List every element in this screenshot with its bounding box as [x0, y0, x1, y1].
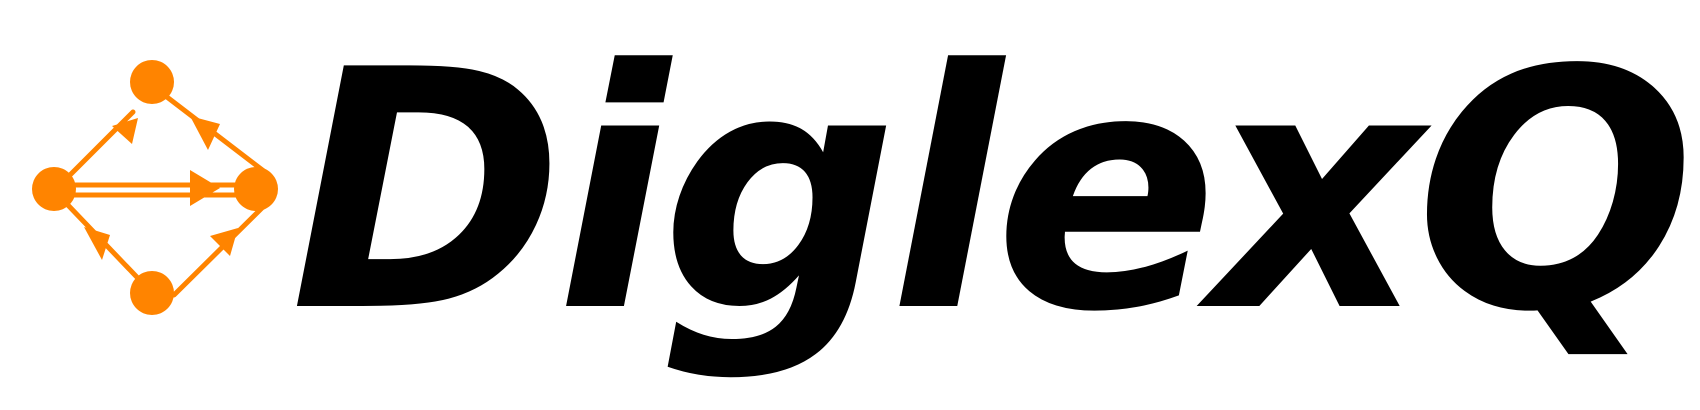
logo-wordmark: DiglexQ [290, 0, 1696, 384]
directed-graph-icon [32, 60, 278, 315]
